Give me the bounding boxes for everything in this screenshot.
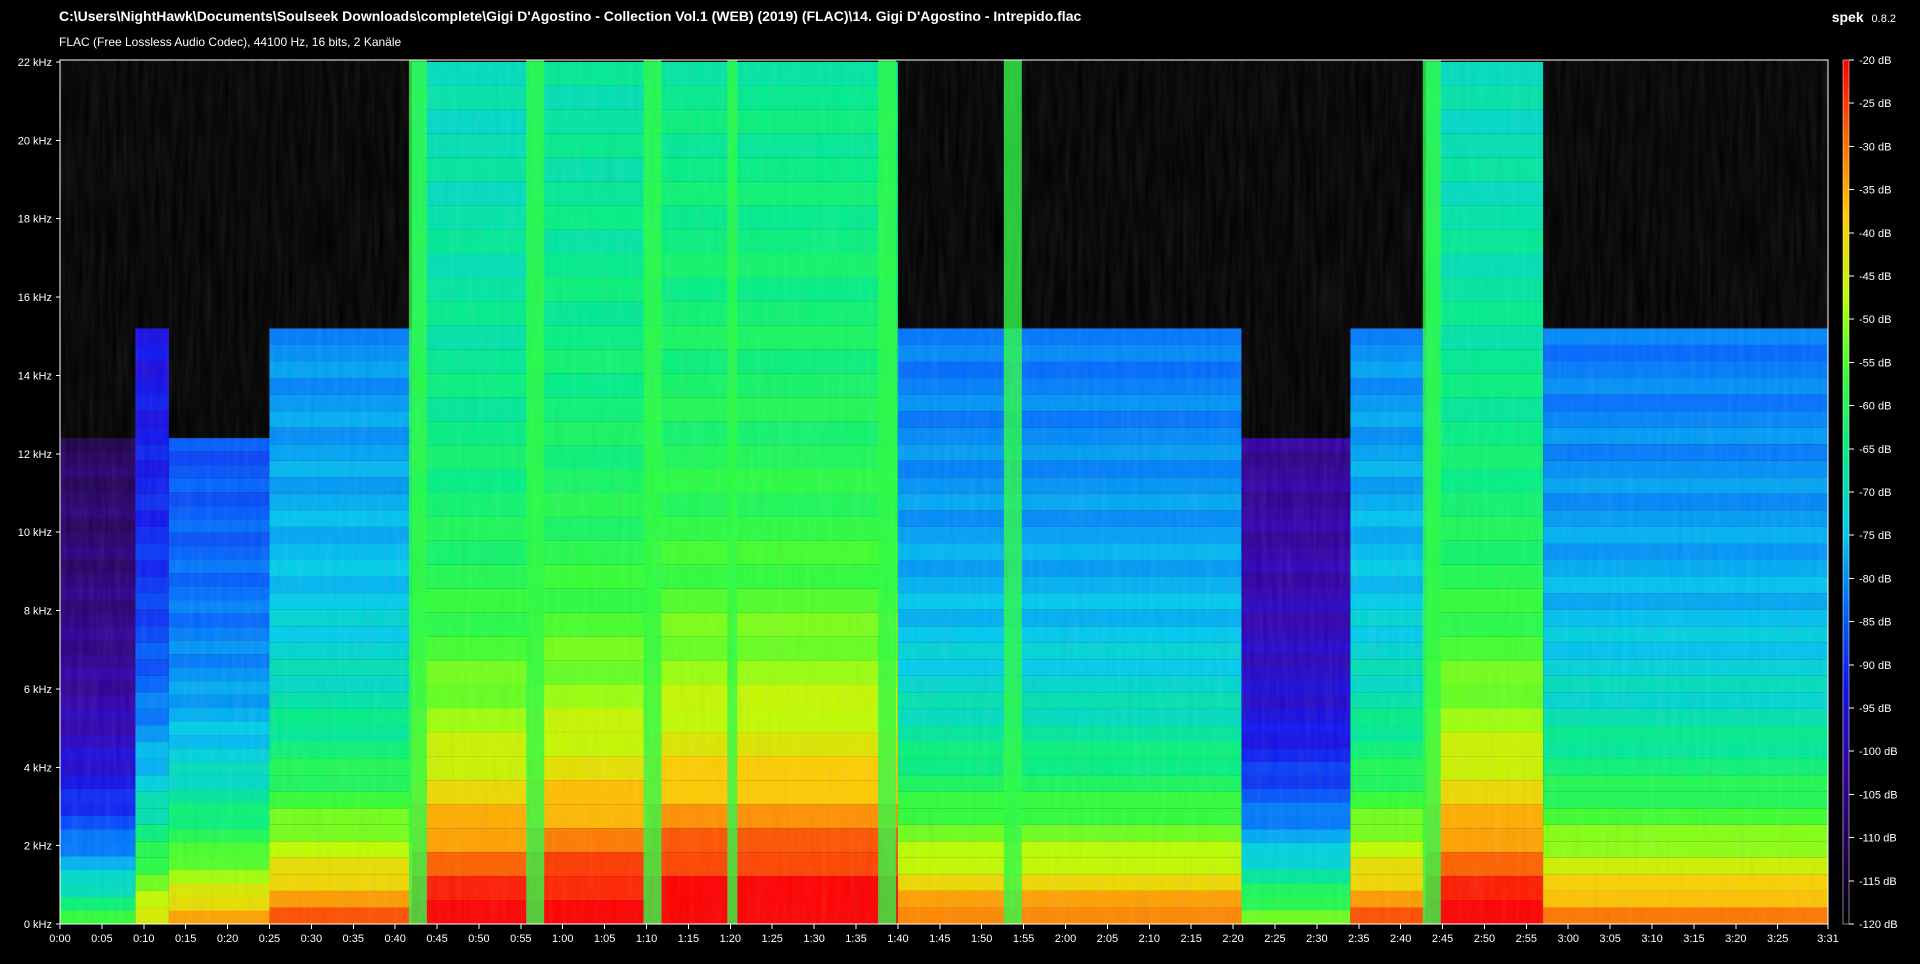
x-tick-label: 0:45 [426, 933, 447, 945]
y-tick-label: 4 kHz [24, 762, 52, 774]
x-tick-label: 0:35 [343, 933, 364, 945]
colorbar-tick-label: -25 dB [1859, 98, 1891, 110]
y-tick-label: 12 kHz [18, 449, 52, 461]
x-tick-label: 2:00 [1055, 933, 1076, 945]
colorbar-tick-label: -20 dB [1859, 55, 1891, 67]
y-tick-label: 10 kHz [18, 527, 52, 539]
x-tick-label: 0:00 [49, 933, 70, 945]
x-tick-label: 1:25 [762, 933, 783, 945]
colorbar-tick-label: -110 dB [1859, 833, 1897, 845]
x-tick-label: 0:40 [384, 933, 405, 945]
x-tick-label: 1:00 [552, 933, 573, 945]
y-tick-label: 0 kHz [24, 919, 52, 931]
x-tick-label: 0:20 [217, 933, 238, 945]
x-tick-label: 2:25 [1264, 933, 1285, 945]
x-tick-label: 3:20 [1725, 933, 1746, 945]
x-tick-label: 0:10 [133, 933, 154, 945]
colorbar-tick-label: -55 dB [1859, 357, 1891, 369]
colorbar-tick-label: -75 dB [1859, 530, 1891, 542]
x-tick-label: 0:30 [301, 933, 322, 945]
colorbar-tick-label: -100 dB [1859, 746, 1898, 758]
colorbar-tick-label: -85 dB [1859, 617, 1891, 629]
spectrogram-data-layer [60, 60, 1828, 924]
x-tick-label: 3:31 [1817, 933, 1838, 945]
audio-format-info: FLAC (Free Lossless Audio Codec), 44100 … [59, 35, 402, 49]
x-tick-label: 3:05 [1599, 933, 1620, 945]
x-tick-label: 1:20 [720, 933, 741, 945]
y-tick-label: 20 kHz [18, 135, 52, 147]
x-tick-label: 0:05 [91, 933, 112, 945]
y-tick-label: 8 kHz [24, 606, 52, 618]
y-tick-label: 14 kHz [18, 370, 52, 382]
colorbar-tick-label: -105 dB [1859, 789, 1898, 801]
file-path-title: C:\Users\NightHawk\Documents\Soulseek Do… [59, 8, 1082, 24]
y-tick-label: 16 kHz [18, 292, 52, 304]
x-tick-label: 2:50 [1474, 933, 1495, 945]
colorbar-tick-label: -65 dB [1859, 444, 1891, 456]
colorbar-tick-label: -90 dB [1859, 660, 1891, 672]
x-tick-label: 3:25 [1767, 933, 1788, 945]
colorbar-tick-label: -60 dB [1859, 401, 1891, 413]
x-tick-label: 0:15 [175, 933, 196, 945]
x-tick-label: 2:35 [1348, 933, 1369, 945]
colorbar-tick-label: -45 dB [1859, 271, 1891, 283]
colorbar-tick-label: -70 dB [1859, 487, 1891, 499]
x-tick-label: 2:15 [1180, 933, 1201, 945]
spectral-noise-texture [60, 60, 1828, 924]
x-tick-label: 1:10 [636, 933, 657, 945]
x-tick-label: 1:35 [845, 933, 866, 945]
x-tick-label: 1:15 [678, 933, 699, 945]
x-tick-label: 1:30 [803, 933, 824, 945]
colorbar-tick-label: -95 dB [1859, 703, 1891, 715]
app-branding: spek 0.8.2 [1832, 9, 1896, 25]
y-tick-label: 6 kHz [24, 684, 52, 696]
app-name: spek [1831, 9, 1864, 25]
x-tick-label: 1:05 [594, 933, 615, 945]
x-tick-label: 0:25 [259, 933, 280, 945]
x-tick-label: 0:55 [510, 933, 531, 945]
db-colorbar: -20 dB -25 dB -30 dB -35 dB -40 dB -45 dB -50 … [1842, 55, 1898, 931]
x-tick-label: 2:45 [1432, 933, 1453, 945]
colorbar-tick-label: -40 dB [1859, 228, 1891, 240]
x-tick-label: 2:20 [1222, 933, 1243, 945]
x-tick-label: 0:50 [468, 933, 489, 945]
x-tick-label: 3:10 [1641, 933, 1662, 945]
x-tick-label: 1:45 [929, 933, 950, 945]
x-tick-label: 1:40 [887, 933, 908, 945]
x-tick-label: 2:55 [1516, 933, 1537, 945]
x-tick-label: 3:00 [1558, 933, 1579, 945]
x-tick-label: 1:55 [1013, 933, 1034, 945]
colorbar-tick-label: -120 dB [1859, 919, 1898, 931]
colorbar-tick-label: -115 dB [1859, 876, 1897, 888]
x-tick-label: 2:30 [1306, 933, 1327, 945]
y-tick-label: 22 kHz [18, 57, 52, 69]
y-tick-label: 18 kHz [18, 214, 52, 226]
x-tick-label: 2:10 [1139, 933, 1160, 945]
app-version: 0.8.2 [1871, 13, 1896, 25]
db-colorbar-gradient [1842, 59, 1850, 925]
colorbar-tick-label: -30 dB [1859, 141, 1891, 153]
x-tick-label: 3:15 [1683, 933, 1704, 945]
spectrogram-frame [59, 59, 1829, 925]
colorbar-tick-label: -50 dB [1859, 314, 1891, 326]
spectrogram-axes: 0 kHz 2 kHz 4 kHz 6 kHz 8 kHz 10 kHz 12 kHz 14 … [18, 57, 1839, 945]
colorbar-tick-label: -80 dB [1859, 573, 1891, 585]
colorbar-tick-label: -35 dB [1859, 185, 1891, 197]
x-tick-label: 1:50 [971, 933, 992, 945]
x-tick-label: 2:40 [1390, 933, 1411, 945]
y-tick-label: 2 kHz [24, 841, 52, 853]
x-tick-label: 2:05 [1097, 933, 1118, 945]
